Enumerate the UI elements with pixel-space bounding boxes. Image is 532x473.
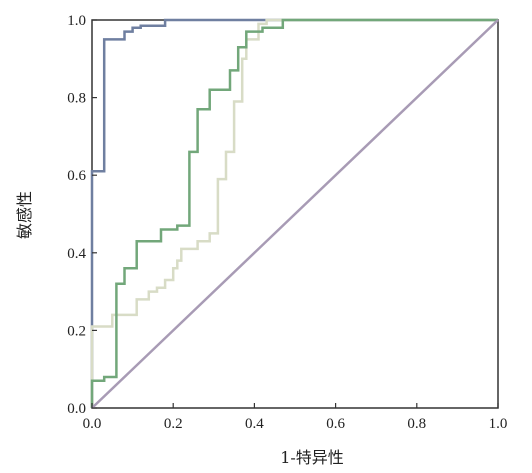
y-tick-label: 0.6	[67, 168, 86, 184]
roc-curve-2	[90, 18, 498, 408]
x-tick-label: 0.8	[407, 416, 426, 432]
y-tick-label: 0.2	[67, 323, 86, 339]
x-tick-label: 1.0	[489, 416, 508, 432]
roc-curve-1	[90, 18, 498, 408]
x-tick-label: 0.6	[326, 416, 345, 432]
y-axis-ticks: 0.0 0.2 0.4 0.6 0.8 1.0	[67, 13, 97, 417]
x-axis-label: 1-特异性	[280, 448, 344, 467]
y-tick-label: 0.4	[67, 246, 86, 262]
x-tick-label: 0.0	[83, 416, 102, 432]
x-tick-label: 0.2	[164, 416, 183, 432]
y-tick-label: 0.0	[67, 401, 86, 417]
roc-curve-4	[91, 19, 499, 409]
x-tick-label: 0.4	[245, 416, 264, 432]
plot-area	[90, 18, 499, 409]
roc-curve-3	[90, 18, 498, 408]
y-axis-label: 敏感性	[15, 191, 34, 239]
y-tick-label: 0.8	[67, 91, 86, 107]
y-tick-label: 1.0	[67, 13, 86, 29]
x-axis-ticks: 0.0 0.2 0.4 0.6 0.8 1.0	[83, 403, 508, 432]
